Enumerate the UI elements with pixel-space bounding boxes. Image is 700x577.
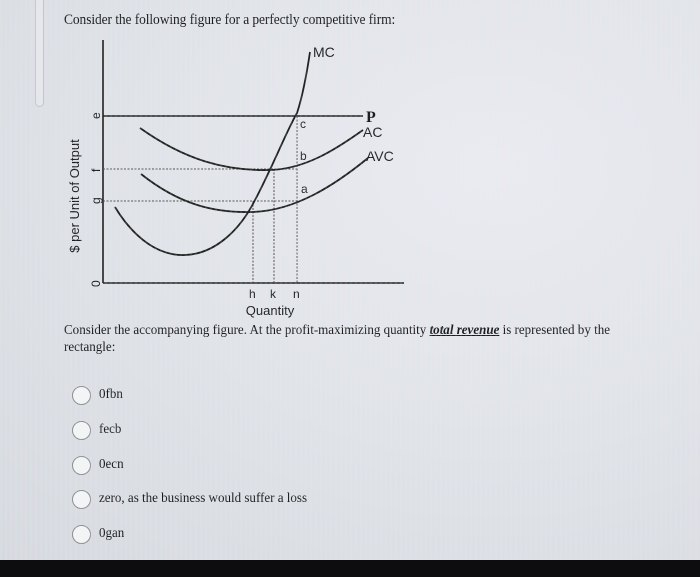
y-label-g: g [89, 197, 103, 204]
radio-button-icon[interactable] [72, 420, 91, 440]
option-label: zero, as the business would suffer a los… [99, 491, 308, 506]
mc-label: MC [313, 44, 335, 60]
monitor-bezel [0, 560, 700, 577]
p-label: P [366, 109, 376, 126]
origin-label: 0 [89, 280, 103, 287]
y-label-e: e [89, 112, 103, 119]
cost-curves-chart: MC P AC AVC c b a e f g 0 $ per Unit of … [67, 40, 404, 318]
y-label-f: f [89, 168, 103, 172]
option-label: 0gan [99, 526, 125, 541]
x-label-h: h [249, 287, 256, 301]
option-c[interactable]: 0ecn [72, 453, 125, 477]
question-text: Consider the accompanying figure. At the… [64, 322, 659, 356]
y-axis-title: $ per Unit of Output [67, 139, 82, 253]
option-label: 0fbn [99, 387, 123, 402]
option-label: fecb [99, 422, 122, 437]
intro-text: Consider the following figure for a perf… [64, 12, 396, 28]
question-text-after: is represented by the rectangle: [64, 323, 610, 355]
radio-button-icon[interactable] [72, 385, 91, 405]
option-label: 0ecn [99, 457, 124, 472]
option-a[interactable]: 0fbn [72, 383, 125, 407]
point-c-label: c [300, 117, 306, 131]
mc-curve [114, 51, 311, 256]
avc-curve [140, 157, 369, 213]
point-a-label: a [301, 182, 308, 196]
ac-label: AC [363, 124, 382, 140]
scrollbar[interactable] [35, 0, 44, 107]
option-e[interactable]: 0gan [72, 522, 126, 546]
question-text-before: Consider the accompanying figure. At the… [64, 323, 430, 338]
photographed-screen: Consider the following figure for a perf… [0, 0, 700, 560]
x-label-k: k [270, 287, 277, 301]
radio-button-icon[interactable] [72, 455, 91, 475]
question-emphasis: total revenue [429, 323, 500, 338]
radio-button-icon[interactable] [72, 489, 91, 509]
radio-button-icon[interactable] [72, 524, 91, 544]
x-label-n: n [293, 287, 300, 301]
point-b-label: b [300, 149, 307, 163]
option-b[interactable]: fecb [72, 418, 123, 442]
x-axis-title: Quantity [246, 303, 295, 318]
avc-label: AVC [366, 148, 394, 164]
option-d[interactable]: zero, as the business would suffer a los… [72, 487, 323, 511]
ac-curve [139, 127, 364, 171]
